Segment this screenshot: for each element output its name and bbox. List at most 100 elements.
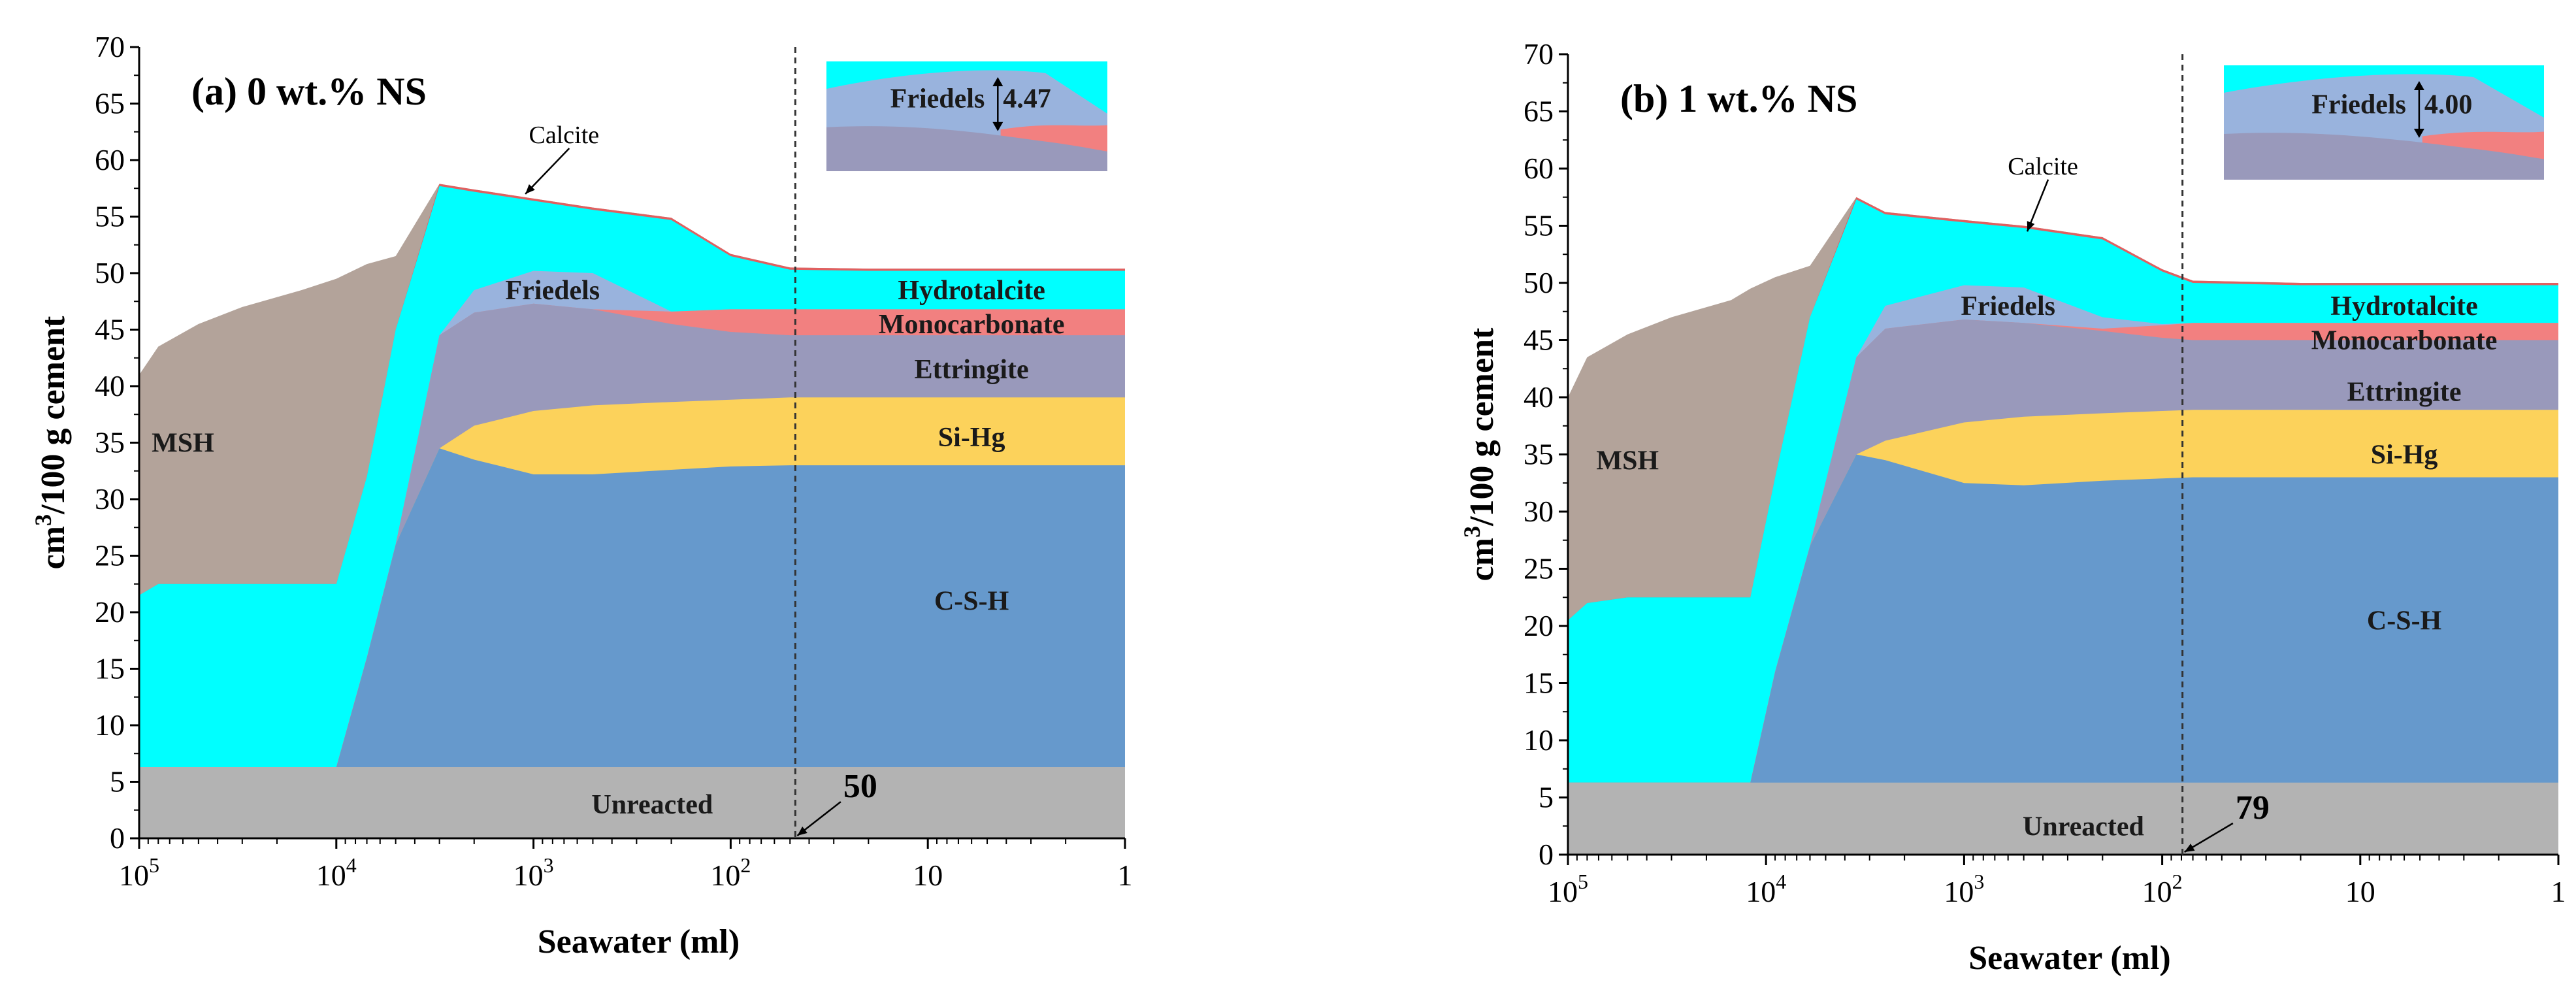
y-axis-title-rest: /100 g cement [1463,327,1501,527]
inset-arrow-head-down [2413,129,2424,138]
y-axis-title-main: cm [1463,538,1501,581]
layer-label-msh: MSH [1596,446,1659,476]
x-axis-title: Seawater (ml) [1968,940,2171,977]
x-tick-base: 10 [710,859,740,892]
inset-arrow-head-up [992,77,1003,86]
y-tick-label: 30 [95,482,125,516]
panel-title: (b) 1 wt.% NS [1620,77,1857,120]
calcite-label: Calcite [2008,153,2078,180]
x-tick-label: 1 [2551,875,2566,908]
y-axis-title-main: cm [35,526,72,569]
x-tick-base: 10 [1548,875,1578,908]
inset-ettringite-area [826,126,1107,171]
y-tick-label: 20 [1524,609,1554,642]
y-tick-label: 25 [95,539,125,572]
x-tick-label: 104 [1746,870,1786,908]
y-tick-label: 70 [95,30,125,63]
y-axis-title-sup: 3 [1459,526,1485,538]
y-tick-label: 60 [95,143,125,176]
y-tick-label: 65 [95,87,125,120]
inset-value: 4.47 [1003,84,1051,114]
y-tick-label: 40 [95,369,125,402]
calcite-arrow-head [2027,221,2035,232]
layer-label-friedels: Friedels [1961,291,2055,321]
layer-label-unreacted: Unreacted [591,790,713,820]
x-tick-label: 105 [119,853,159,892]
y-tick-label: 10 [1524,723,1554,757]
x-tick-exponent: 5 [1578,870,1588,893]
y-tick-label: 20 [95,595,125,629]
x-tick-base: 10 [2345,875,2375,908]
inset-friedels-label: Friedels [2311,90,2406,120]
area-c-s-h [1568,454,2558,855]
area-unreacted [139,767,1125,838]
x-tick-exponent: 3 [1974,870,1984,893]
y-tick-label: 15 [1524,666,1554,700]
x-axis-title: Seawater (ml) [538,923,740,960]
x-tick-base: 10 [119,859,149,892]
layer-label-c-s-h: C-S-H [2367,606,2441,636]
x-tick-base: 10 [2142,875,2172,908]
layer-label-monocarbonate: Monocarbonate [879,310,1065,340]
threshold-arrow-head [797,827,807,836]
y-axis-title-rest: /100 g cement [35,316,72,515]
x-tick-base: 10 [913,859,943,892]
y-tick-label: 45 [95,313,125,346]
y-tick-label: 35 [95,426,125,459]
x-tick-label: 103 [514,853,554,892]
calcite-label: Calcite [529,122,600,149]
x-tick-base: 10 [1746,875,1776,908]
x-tick-base: 1 [1118,859,1133,892]
y-tick-label: 60 [1524,152,1554,185]
y-tick-label: 50 [95,256,125,289]
inset-arrow-head-up [2413,81,2424,90]
inset-value: 4.00 [2424,90,2473,120]
y-tick-label: 0 [1539,838,1554,871]
y-tick-label: 5 [110,765,125,798]
layer-label-friedels: Friedels [506,276,600,306]
inset-friedels-label: Friedels [890,84,985,114]
layer-label-c-s-h: C-S-H [934,587,1009,617]
x-tick-base: 10 [316,859,346,892]
x-tick-label: 102 [710,853,751,892]
x-tick-label: 10 [2345,875,2375,908]
layer-label-hydrotalcite: Hydrotalcite [898,276,1045,306]
inset-arrow-head-down [992,122,1003,131]
y-tick-label: 30 [1524,495,1554,528]
area-c-s-h [139,448,1125,838]
inset-ettringite-area [2224,133,2544,180]
layer-label-si-hg: Si-Hg [2371,440,2438,470]
calcite-arrow [525,148,570,195]
threshold-value: 79 [2236,789,2270,827]
inset: Friedels 4.47 [826,61,1107,171]
y-tick-label: 10 [95,708,125,742]
y-axis-title: cm3/100 g cement [1459,327,1501,581]
x-tick-exponent: 4 [1776,870,1786,893]
x-tick-exponent: 3 [544,853,554,877]
calcite-arrow-head [525,184,535,194]
y-axis-title-sup: 3 [30,514,56,526]
x-tick-label: 105 [1548,870,1588,908]
x-tick-base: 10 [1944,875,1974,908]
y-tick-label: 65 [1524,95,1554,128]
panel-title: (a) 0 wt.% NS [191,70,427,113]
layer-label-hydrotalcite: Hydrotalcite [2330,291,2478,321]
y-tick-label: 40 [1524,380,1554,414]
threshold-value: 50 [843,768,877,805]
x-tick-label: 10 [913,859,943,892]
x-tick-label: 1 [1118,859,1133,892]
x-tick-exponent: 4 [346,853,357,877]
y-tick-label: 55 [1524,209,1554,242]
layer-label-ettringite: Ettringite [2347,377,2462,407]
y-tick-label: 45 [1524,323,1554,357]
y-tick-label: 35 [1524,438,1554,471]
y-tick-label: 70 [1524,37,1554,71]
y-tick-label: 55 [95,200,125,233]
x-tick-label: 103 [1944,870,1984,908]
layer-label-msh: MSH [152,429,214,459]
y-tick-label: 5 [1539,781,1554,814]
layer-label-si-hg: Si-Hg [938,423,1005,453]
y-tick-label: 50 [1524,266,1554,299]
